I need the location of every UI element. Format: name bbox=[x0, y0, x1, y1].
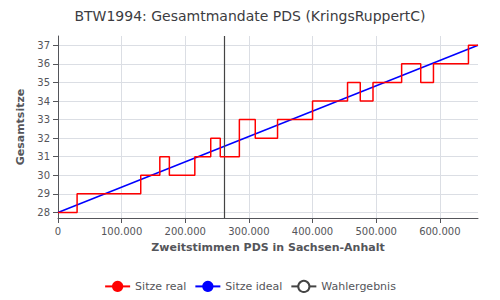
svg-text:28: 28 bbox=[37, 207, 50, 218]
svg-text:29: 29 bbox=[37, 188, 50, 199]
svg-text:0: 0 bbox=[55, 226, 61, 237]
svg-text:30: 30 bbox=[37, 170, 50, 181]
svg-text:31: 31 bbox=[37, 151, 50, 162]
svg-text:Sitze real: Sitze real bbox=[135, 280, 186, 293]
svg-text:Zweitstimmen PDS in Sachsen-An: Zweitstimmen PDS in Sachsen-Anhalt bbox=[151, 241, 384, 254]
svg-text:Wahlergebnis: Wahlergebnis bbox=[321, 280, 396, 293]
svg-text:32: 32 bbox=[37, 133, 50, 144]
svg-text:35: 35 bbox=[37, 77, 50, 88]
svg-text:600.000: 600.000 bbox=[419, 226, 460, 237]
svg-text:300.000: 300.000 bbox=[228, 226, 269, 237]
svg-text:Gesamtsitze: Gesamtsitze bbox=[14, 89, 27, 166]
svg-text:400.000: 400.000 bbox=[292, 226, 333, 237]
svg-text:37: 37 bbox=[37, 40, 50, 51]
svg-text:33: 33 bbox=[37, 114, 50, 125]
svg-text:36: 36 bbox=[37, 58, 50, 69]
svg-text:BTW1994: Gesamtmandate PDS (Kr: BTW1994: Gesamtmandate PDS (KringsRupper… bbox=[74, 8, 425, 24]
svg-text:500.000: 500.000 bbox=[356, 226, 397, 237]
svg-text:100.000: 100.000 bbox=[101, 226, 142, 237]
svg-text:34: 34 bbox=[37, 96, 50, 107]
svg-text:Sitze ideal: Sitze ideal bbox=[225, 280, 282, 293]
svg-text:200.000: 200.000 bbox=[165, 226, 206, 237]
